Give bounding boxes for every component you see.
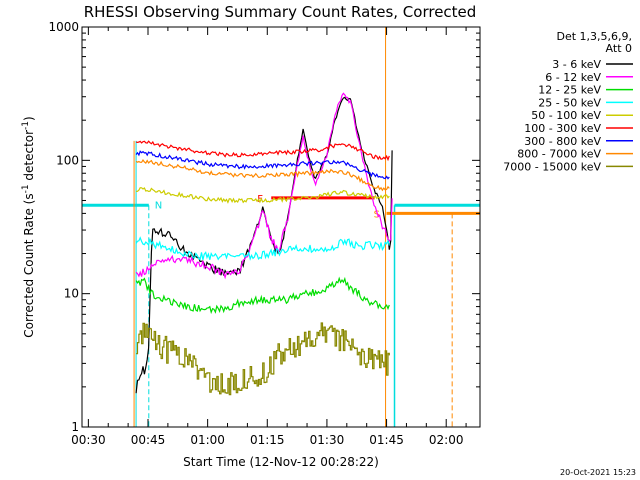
legend-label-0: 3 - 6 keV <box>552 58 601 71</box>
series-line-4 <box>136 187 390 204</box>
x-tick-label-1: 00:45 <box>131 433 166 447</box>
x-tick-label-0: 00:30 <box>71 433 106 447</box>
series-line-2 <box>135 276 390 315</box>
series-line-6 <box>135 150 390 180</box>
legend-label-7: 800 - 7000 keV <box>517 148 601 161</box>
y-tick-label-3: 1000 <box>48 20 79 34</box>
series-line-7 <box>135 159 390 192</box>
x-tick-label-3: 01:15 <box>250 433 285 447</box>
x-tick-label-4: 01:30 <box>310 433 345 447</box>
legend-label-4: 50 - 100 keV <box>531 109 601 122</box>
series-line-3 <box>135 236 390 261</box>
legend-label-5: 100 - 300 keV <box>524 122 601 135</box>
series-line-0 <box>135 96 393 394</box>
series-line-1 <box>135 92 393 280</box>
x-tick-label-5: 01:45 <box>369 433 404 447</box>
saa-label: S <box>374 209 380 220</box>
series-line-5 <box>135 140 390 162</box>
legend-title-line-2: Att 0 <box>606 42 632 55</box>
flare-label: F <box>257 194 263 205</box>
y-tick-label-1: 10 <box>64 287 79 301</box>
x-tick-label-2: 01:00 <box>190 433 225 447</box>
chart-title: RHESSI Observing Summary Count Rates, Co… <box>84 3 477 21</box>
y-axis-ticks: 1 10 100 1000 <box>48 20 480 434</box>
legend-label-6: 300 - 800 keV <box>524 135 601 148</box>
y-tick-label-0: 1 <box>71 420 79 434</box>
plot-frame <box>81 26 481 428</box>
timestamp: 20-Oct-2021 15:23 <box>560 468 636 477</box>
series-lines <box>135 92 393 396</box>
x-tick-label-6: 02:00 <box>429 433 464 447</box>
x-axis-label: Start Time (12-Nov-12 00:28:22) <box>183 455 379 469</box>
legend-title-line-1: Det 1,3,5,6,9, <box>556 30 632 43</box>
night-label: N <box>155 200 162 211</box>
x-axis-ticks: 00:30 00:45 01:00 01:15 01:30 01:45 02:00 <box>71 27 467 447</box>
legend-label-1: 6 - 12 keV <box>545 71 601 84</box>
y-axis-label: Corrected Count Rate (s-1 detector-1) <box>21 116 36 337</box>
legend-label-2: 12 - 25 keV <box>538 84 601 97</box>
series-line-8 <box>136 322 390 396</box>
legend-label-3: 25 - 50 keV <box>538 96 601 109</box>
legend-label-8: 7000 - 15000 keV <box>503 160 601 173</box>
y-tick-label-2: 100 <box>56 153 79 167</box>
